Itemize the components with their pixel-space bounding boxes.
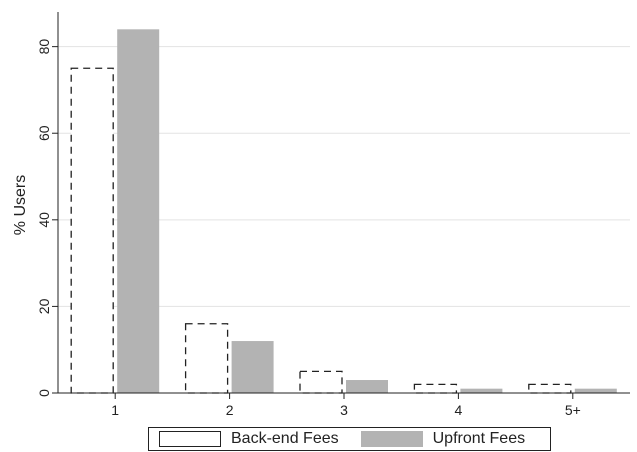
y-tick-label-20: 20 — [36, 298, 52, 314]
y-tick-label-0: 0 — [36, 389, 52, 397]
bar-upfront-fees-4 — [460, 388, 503, 393]
y-tick-label-60: 60 — [36, 125, 52, 141]
y-ticks: 0 20 40 60 80 — [36, 39, 58, 397]
legend-swatch-back-end-fees — [159, 431, 221, 447]
bar-upfront-fees-5+ — [574, 388, 617, 393]
legend-label-upfront-fees: Upfront Fees — [432, 430, 526, 447]
bar-back-end-fees-1 — [70, 67, 114, 394]
x-tick-label-4: 4 — [455, 402, 463, 418]
x-tick-label-3: 3 — [340, 402, 348, 418]
y-tick-label-40: 40 — [36, 212, 52, 228]
legend-item-upfront-fees: Upfront Fees — [360, 430, 526, 448]
x-tick-label-5+: 5+ — [565, 402, 581, 418]
legend-swatch-upfront-fees — [360, 431, 423, 447]
bar-upfront-fees-3 — [346, 380, 388, 393]
bars — [70, 29, 617, 394]
legend: Back-end Fees Upfront Fees — [148, 427, 551, 451]
bar-chart: 0 20 40 60 80 1 2 3 4 5+ % Users — [12, 12, 630, 418]
x-tick-label-2: 2 — [226, 402, 234, 418]
bar-back-end-fees-4 — [413, 383, 458, 394]
x-ticks: 1 2 3 4 5+ — [111, 393, 581, 418]
bar-upfront-fees-1 — [117, 29, 160, 394]
legend-label-back-end-fees: Back-end Fees — [231, 430, 339, 447]
bar-back-end-fees-5+ — [528, 383, 572, 394]
x-tick-label-1: 1 — [111, 402, 119, 418]
y-tick-label-80: 80 — [36, 39, 52, 55]
bar-back-end-fees-3 — [299, 370, 343, 394]
bar-back-end-fees-2 — [184, 323, 229, 394]
y-axis-label: % Users — [12, 175, 29, 235]
bar-upfront-fees-2 — [231, 341, 274, 393]
legend-item-back-end-fees: Back-end Fees — [159, 430, 339, 448]
